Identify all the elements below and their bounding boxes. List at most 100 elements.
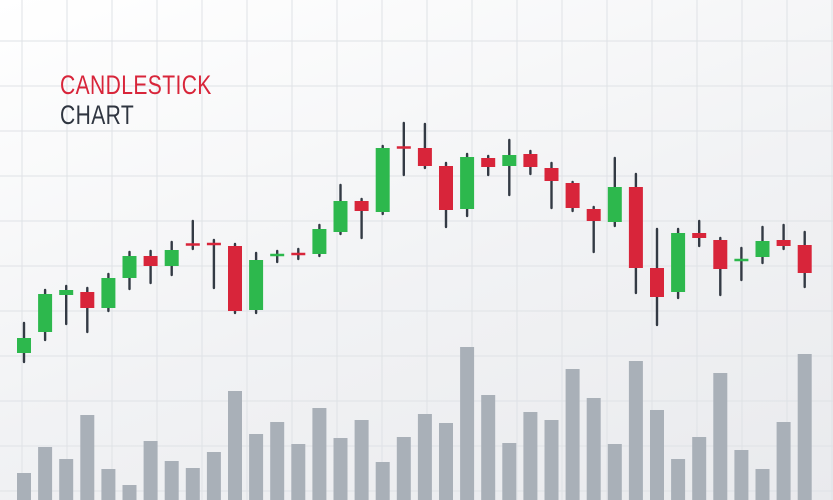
volume-bar xyxy=(586,398,601,500)
candle xyxy=(164,240,179,277)
volume-bar xyxy=(312,408,327,500)
candle xyxy=(797,230,812,289)
candle-body-up xyxy=(734,258,749,262)
candle-body-down xyxy=(206,242,221,246)
volume-bar xyxy=(755,469,770,500)
volume-bar xyxy=(481,395,496,500)
volume-bar xyxy=(734,450,749,500)
volume-bar xyxy=(628,361,643,500)
volume-bar xyxy=(797,354,812,500)
volume-bar xyxy=(38,447,53,500)
candle xyxy=(776,223,791,251)
candle-body-down xyxy=(439,166,453,210)
volume-bar xyxy=(439,423,453,500)
volume-bar xyxy=(776,422,791,500)
candle-body-up xyxy=(671,233,686,292)
volume-bar xyxy=(270,422,285,500)
candle-body-down xyxy=(797,245,812,273)
candle-body-up xyxy=(122,256,137,278)
candle xyxy=(671,227,686,300)
candle-body-up xyxy=(17,338,31,353)
volume-bar xyxy=(417,414,432,500)
candle-body-down xyxy=(586,209,601,221)
volume-bar xyxy=(375,462,390,500)
candle-body-down xyxy=(291,252,306,256)
volume-bar xyxy=(206,452,221,500)
volume-bar xyxy=(460,347,475,500)
candle-body-down xyxy=(692,233,707,238)
candle xyxy=(228,242,242,315)
candle xyxy=(249,251,264,315)
candle xyxy=(650,227,664,327)
candle-body-up xyxy=(101,278,116,308)
volume-bar xyxy=(607,444,622,500)
candle xyxy=(544,161,559,210)
candle-body-down xyxy=(523,154,538,167)
candle xyxy=(692,219,707,248)
volume-bar xyxy=(228,391,242,500)
candle xyxy=(713,236,728,297)
candle-body-down xyxy=(776,240,791,246)
candle-body-down xyxy=(354,201,369,211)
candle xyxy=(734,246,749,282)
volume-bar xyxy=(80,415,95,500)
volume-bar xyxy=(713,373,728,500)
volume-bar xyxy=(143,441,158,500)
candle-body-down xyxy=(481,158,496,167)
candle-body-down xyxy=(544,168,559,181)
volume-bar xyxy=(59,459,74,500)
candle xyxy=(185,219,200,251)
candle xyxy=(628,172,643,295)
candle-body-down xyxy=(650,268,664,297)
volume-bar xyxy=(101,469,116,500)
volume-bar xyxy=(650,410,664,500)
candle-body-up xyxy=(164,250,179,266)
volume-bar xyxy=(164,461,179,500)
candle xyxy=(375,144,390,216)
volume-bar xyxy=(502,443,517,500)
chart-title-line-1: CANDLESTICK xyxy=(60,70,212,100)
candle xyxy=(270,249,285,264)
candle xyxy=(607,156,622,228)
candle xyxy=(565,180,580,213)
candle xyxy=(143,249,158,285)
candles xyxy=(17,121,812,364)
candle-body-up xyxy=(312,229,327,254)
candle-body-up xyxy=(460,157,475,209)
candle-body-up xyxy=(38,294,53,332)
candle-body-up xyxy=(59,290,74,295)
candle-body-up xyxy=(607,187,622,222)
candle xyxy=(312,223,327,258)
volume-bar xyxy=(249,434,264,500)
candle xyxy=(586,205,601,254)
candle-body-down xyxy=(228,246,242,311)
volume-bar xyxy=(544,420,559,500)
candle xyxy=(502,138,517,197)
candle xyxy=(80,286,95,334)
candle-body-up xyxy=(502,155,517,166)
candle xyxy=(206,238,221,290)
candle xyxy=(59,284,74,326)
candle-body-up xyxy=(375,148,390,212)
candle xyxy=(439,161,453,229)
chart-title-line-2: CHART xyxy=(60,100,135,130)
volume-bar xyxy=(565,369,580,500)
candle-body-down xyxy=(80,292,95,308)
candle-body-down xyxy=(396,146,411,149)
candle-body-down xyxy=(565,183,580,208)
candle-body-down xyxy=(417,148,432,166)
candle-body-up xyxy=(333,201,348,232)
volume-bar xyxy=(122,485,137,500)
candle-body-down xyxy=(185,243,200,246)
candle xyxy=(101,272,116,313)
candle xyxy=(38,288,53,342)
candle xyxy=(523,149,538,176)
candle xyxy=(354,197,369,240)
candle xyxy=(755,225,770,265)
volume-bar xyxy=(291,444,306,500)
volume-bar xyxy=(333,438,348,500)
candle xyxy=(417,122,432,170)
volume-bar xyxy=(692,437,707,500)
